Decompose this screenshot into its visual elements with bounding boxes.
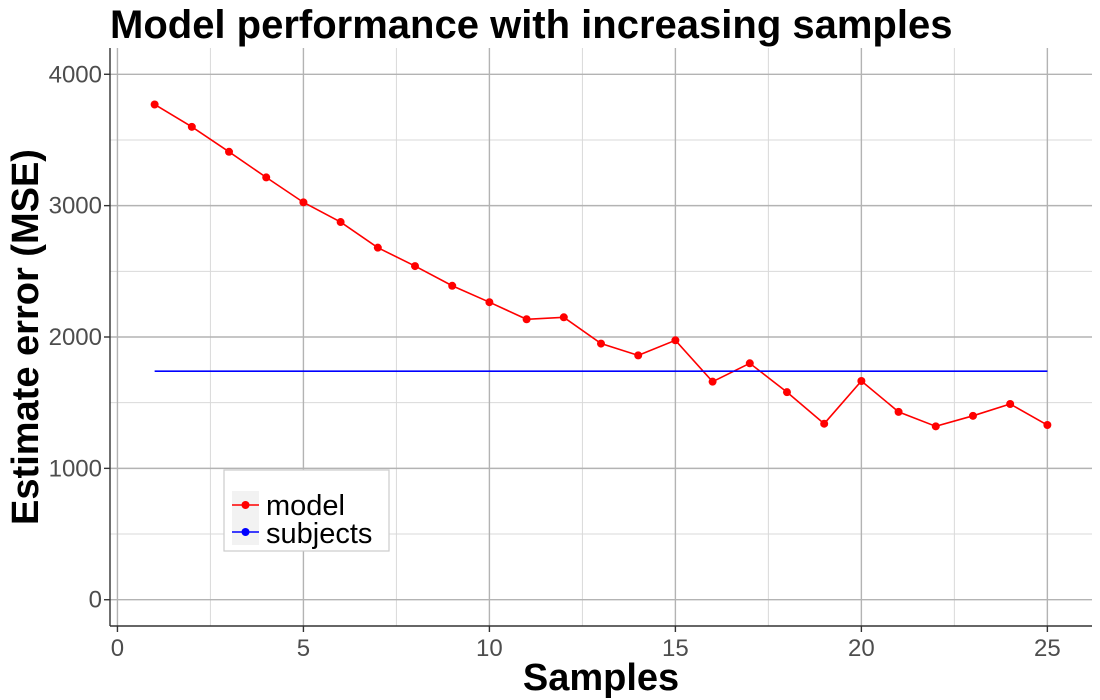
y-tick-label: 3000 <box>49 193 102 220</box>
series <box>150 100 1052 431</box>
legend-key-subjects-dot <box>241 528 250 536</box>
x-tick-label: 10 <box>476 635 503 662</box>
x-tick-label: 0 <box>111 635 124 662</box>
data-point-model <box>1006 399 1015 408</box>
data-point-model <box>708 377 717 386</box>
data-point-model <box>448 281 457 290</box>
data-point-model <box>1043 421 1052 430</box>
data-point-model <box>299 198 308 207</box>
y-tick-label: 0 <box>89 587 102 614</box>
y-axis-title: Estimate error (MSE) <box>5 149 47 525</box>
ticks: 0 5 10 15 20 25 0 1000 2000 3000 4000 <box>49 61 1061 662</box>
x-axis-title: Samples <box>523 657 679 699</box>
data-point-model <box>894 407 903 416</box>
x-tick-label: 25 <box>1034 635 1061 662</box>
legend-label-subjects: subjects <box>266 518 372 550</box>
chart-title: Model performance with increasing sample… <box>110 3 952 47</box>
data-point-model <box>597 339 605 348</box>
data-point-model <box>336 218 345 227</box>
y-tick-label: 4000 <box>49 61 102 88</box>
data-point-model <box>411 262 420 271</box>
x-tick-label: 5 <box>297 635 310 662</box>
data-point-model <box>671 336 680 345</box>
data-point-model <box>931 422 940 431</box>
data-point-model <box>522 315 531 324</box>
data-point-model <box>820 419 829 428</box>
data-point-model <box>745 359 754 368</box>
data-point-model <box>373 243 382 252</box>
legend-label-model: model <box>266 490 345 522</box>
data-point-model <box>262 173 271 182</box>
data-point-model <box>225 147 234 156</box>
x-tick-label: 20 <box>848 635 875 662</box>
data-point-model <box>857 377 866 386</box>
x-tick-label: 15 <box>662 635 689 662</box>
legend-key-model-dot <box>241 501 250 509</box>
data-point-model <box>634 351 643 360</box>
data-point-model <box>187 122 196 131</box>
y-tick-label: 2000 <box>49 324 102 351</box>
legend: model subjects <box>223 469 390 552</box>
data-point-model <box>559 313 568 322</box>
data-point-model <box>150 100 159 109</box>
series-line-model <box>154 103 1048 428</box>
data-point-model <box>968 411 977 420</box>
data-point-model <box>485 298 494 307</box>
data-point-model <box>782 388 791 397</box>
y-tick-label: 1000 <box>49 455 102 482</box>
